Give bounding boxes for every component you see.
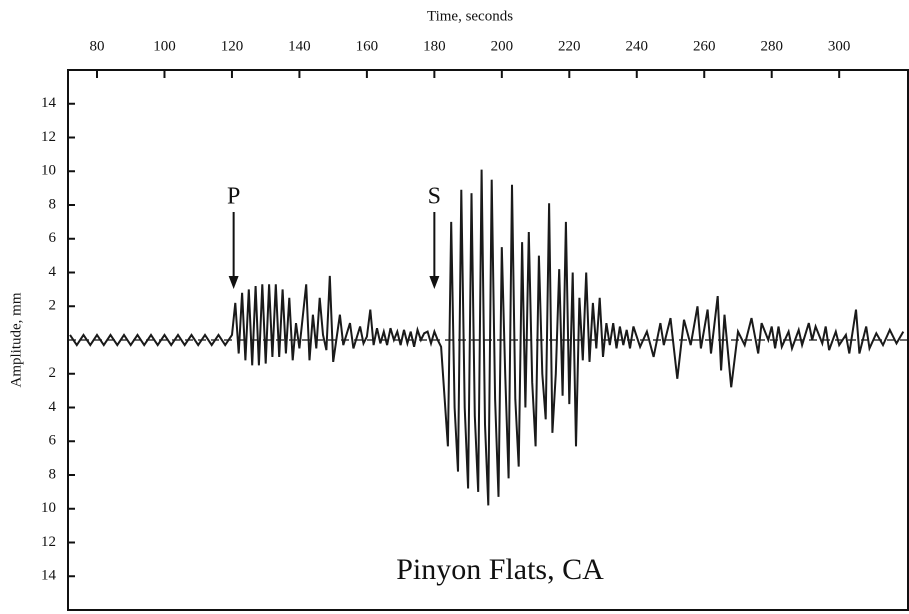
y-tick-label: 4 (49, 399, 57, 415)
y-tick-label: 14 (41, 95, 57, 111)
x-tick-label: 220 (558, 38, 581, 54)
y-tick-label: 2 (49, 365, 57, 381)
x-tick-label: 140 (288, 38, 311, 54)
y-tick-label: 14 (41, 568, 57, 584)
phase-arrowhead (429, 276, 440, 289)
y-tick-label: 12 (41, 129, 56, 145)
y-axis-title: Amplitude, mm (8, 292, 24, 387)
y-tick-label: 12 (41, 534, 56, 550)
x-axis-title: Time, seconds (427, 8, 513, 24)
y-tick-label: 4 (49, 264, 57, 280)
y-tick-label: 10 (41, 163, 56, 179)
y-tick-label: 10 (41, 500, 56, 516)
x-tick-label: 240 (626, 38, 649, 54)
x-tick-label: 80 (90, 38, 105, 54)
phase-label: P (227, 184, 240, 210)
x-tick-label: 120 (221, 38, 244, 54)
phase-arrowhead (228, 276, 239, 289)
x-tick-label: 180 (423, 38, 446, 54)
x-tick-label: 280 (760, 38, 783, 54)
y-tick-label: 8 (49, 466, 57, 482)
caption: Pinyon Flats, CA (396, 553, 604, 586)
y-tick-label: 6 (49, 433, 57, 449)
y-tick-label: 8 (49, 196, 57, 212)
x-tick-label: 260 (693, 38, 716, 54)
x-tick-label: 100 (153, 38, 176, 54)
x-tick-label: 300 (828, 38, 851, 54)
phase-label: S (428, 184, 441, 210)
waveform (69, 169, 905, 506)
y-tick-label: 2 (49, 298, 57, 314)
y-tick-label: 6 (49, 230, 57, 246)
x-tick-label: 160 (356, 38, 379, 54)
x-tick-label: 200 (491, 38, 514, 54)
